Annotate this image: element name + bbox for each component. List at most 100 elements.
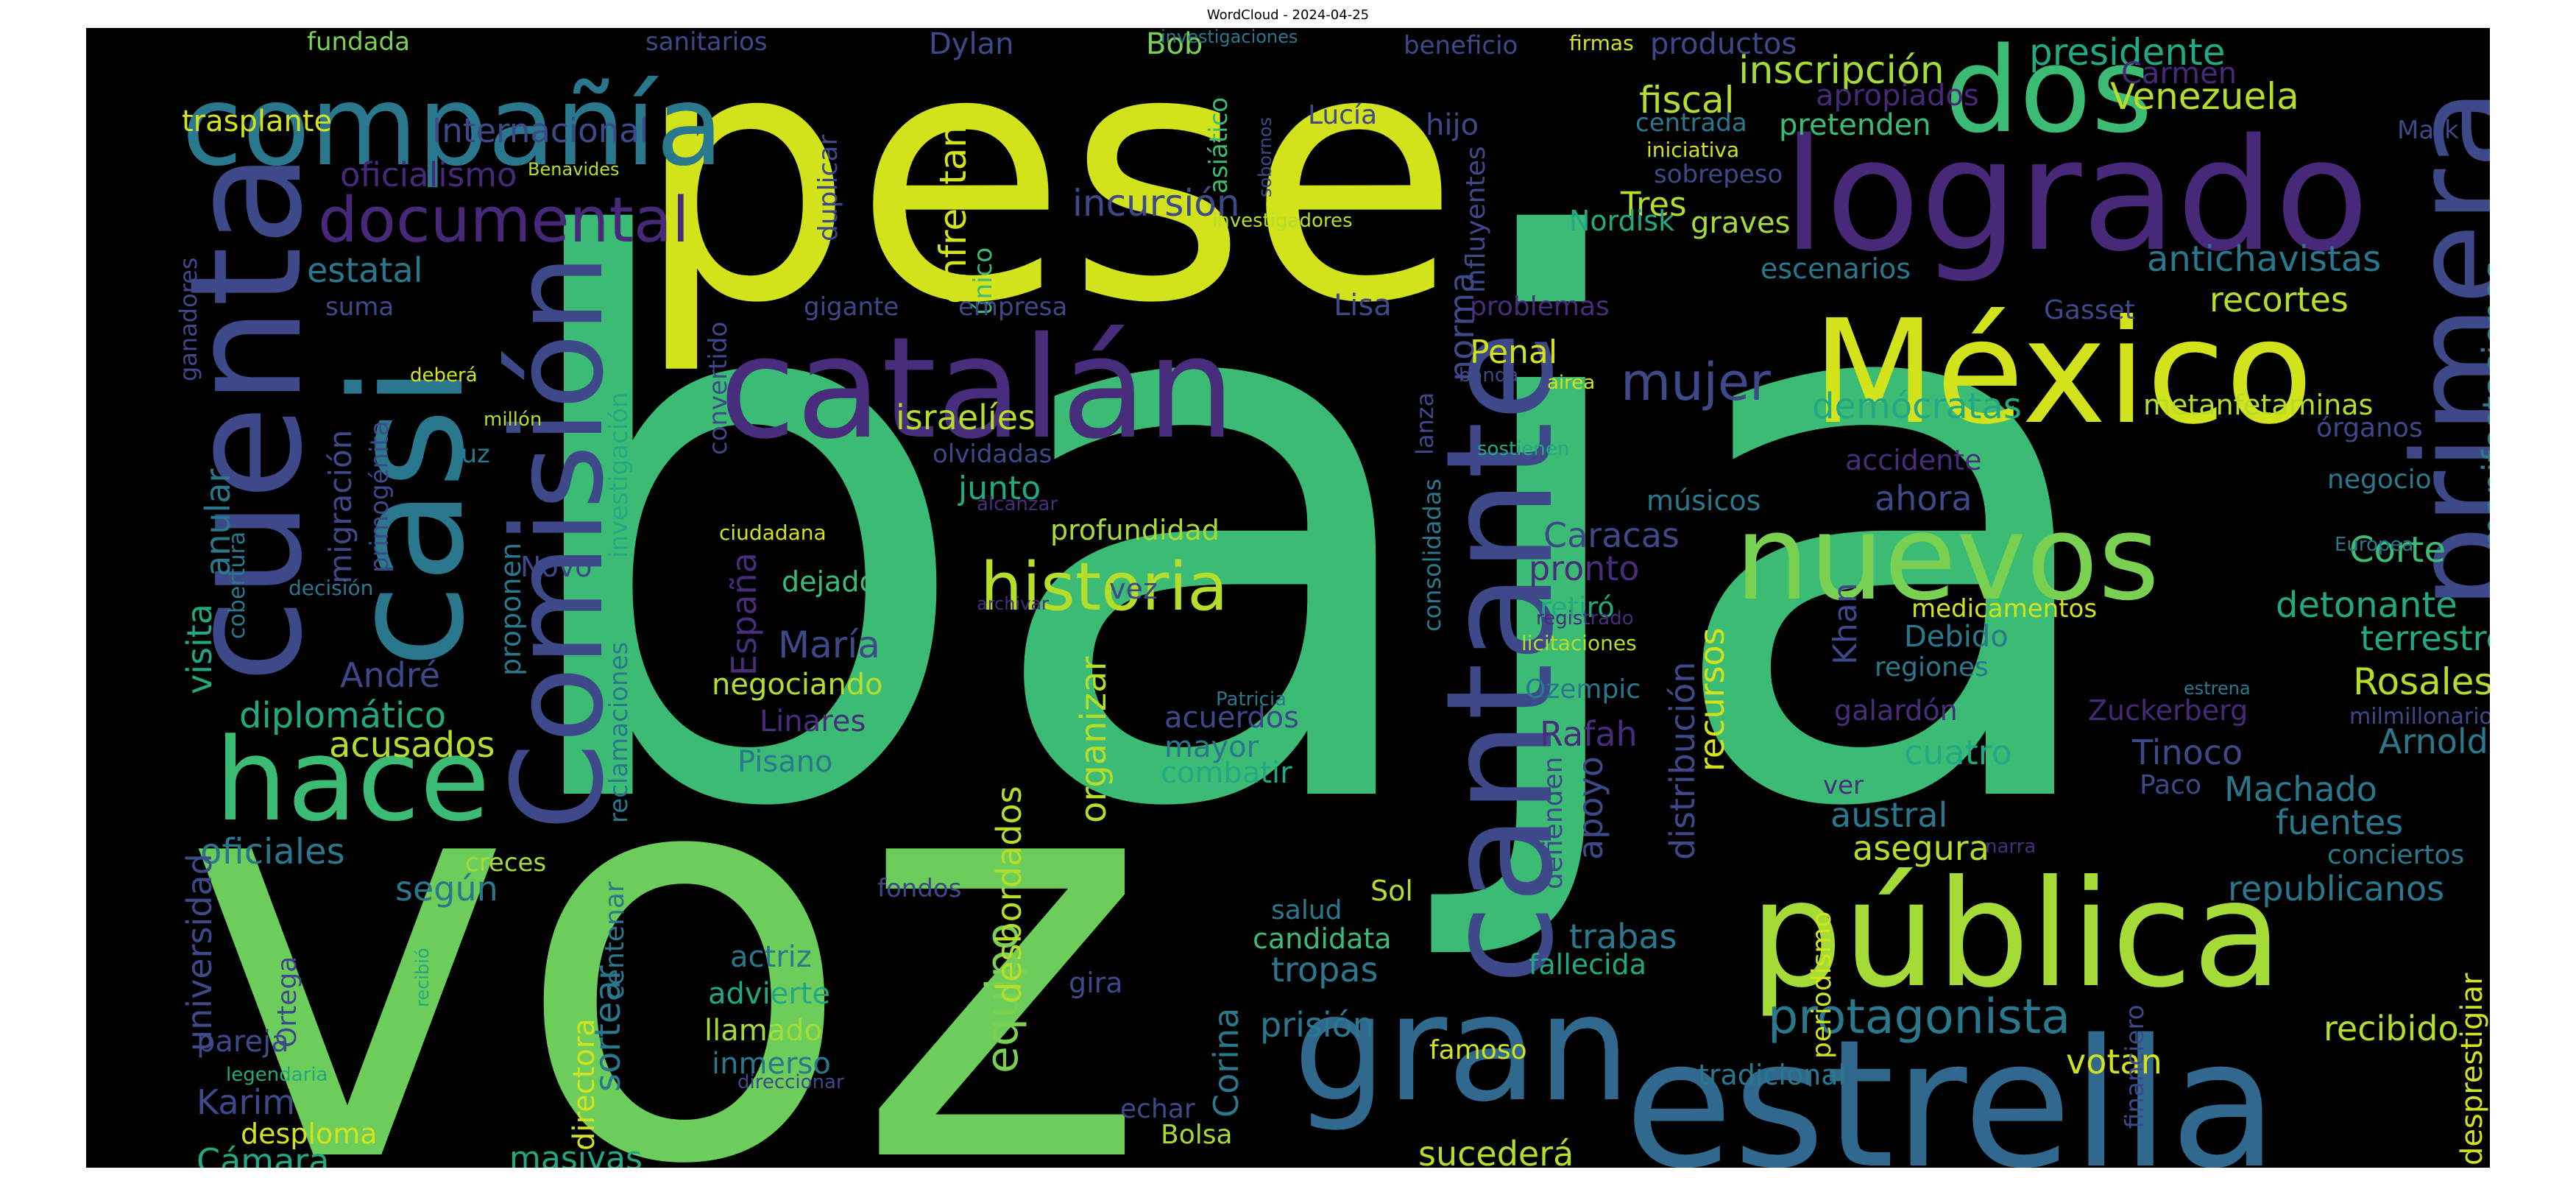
word-43: pretenden	[1779, 108, 1931, 142]
word-165: investigación	[604, 392, 634, 558]
word-53: estatal	[307, 250, 423, 290]
word-5: compañía	[182, 63, 723, 191]
word-35: firmas	[1569, 31, 1634, 55]
word-58: empresa	[958, 292, 1067, 322]
word-83: medicamentos	[1911, 594, 2097, 624]
word-50: Nordisk	[1569, 205, 1674, 237]
word-102: Patricia	[1216, 688, 1287, 710]
word-76: músicos	[1646, 484, 1761, 517]
word-104: Rafah	[1540, 714, 1638, 754]
word-175: Novo	[520, 551, 592, 583]
word-18: documental	[318, 184, 690, 257]
word-138: recibido	[2324, 1009, 2459, 1048]
word-182: airea	[1547, 372, 1595, 394]
word-154: cobertura	[224, 532, 250, 639]
word-45: iniciativa	[1646, 138, 1739, 162]
word-131: direccionar	[737, 1071, 844, 1093]
word-141: Karim	[197, 1082, 295, 1122]
word-183: sostienen	[1477, 438, 1569, 460]
word-21: equipo	[977, 923, 1028, 1074]
word-180: consolidadas	[1418, 479, 1446, 632]
word-184: registrado	[1536, 607, 1634, 629]
word-197: narra	[1985, 836, 2036, 858]
word-129: llamado	[704, 1014, 822, 1048]
word-140: legendaria	[226, 1064, 328, 1086]
word-11: México	[1812, 289, 2313, 456]
word-55: enfrentan	[932, 124, 974, 304]
word-27: oficialismo	[340, 155, 517, 194]
word-90: diplomático	[239, 695, 446, 736]
word-62: antichavistas	[2147, 239, 2381, 280]
word-171: millón	[484, 409, 542, 431]
word-177: alcanzar	[977, 493, 1058, 515]
word-78: Corte	[2349, 529, 2446, 571]
word-41: hijo	[1426, 108, 1479, 142]
word-82: retiró	[1540, 591, 1615, 624]
word-128: advierte	[708, 977, 830, 1011]
word-9: logrado	[1783, 105, 2369, 286]
word-162: influyentes	[1461, 146, 1491, 293]
word-112: fuentes	[2276, 803, 2403, 842]
word-107: estrena	[2184, 678, 2251, 699]
word-115: asegura	[1853, 828, 1989, 868]
word-69: órganos	[2316, 413, 2423, 443]
word-71: olvidadas	[933, 440, 1052, 469]
word-70: israelíes	[896, 398, 1036, 437]
word-188: apoyo	[1571, 756, 1610, 860]
word-37: Carmen	[2121, 57, 2237, 91]
word-100: mayor	[1164, 730, 1259, 764]
word-166: reclamaciones	[604, 642, 634, 823]
word-86: dejado	[782, 565, 877, 598]
word-23: inscripción	[1738, 49, 1945, 93]
word-125: fallecida	[1529, 948, 1646, 981]
word-31: Dylan	[929, 28, 1013, 61]
word-20: protagonista	[1768, 990, 2070, 1045]
word-110: Paco	[2140, 770, 2201, 800]
word-114: austral	[1830, 795, 1947, 835]
word-77: Caracas	[1543, 515, 1680, 555]
word-47: sobrepeso	[1654, 160, 1783, 189]
word-133: tropas	[1271, 950, 1378, 990]
word-103: Ozempic	[1525, 674, 1641, 705]
word-99: acuerdos	[1164, 701, 1299, 735]
word-113: ver	[1823, 771, 1864, 800]
word-32: Bob	[1146, 28, 1203, 61]
word-192: desbordados	[989, 786, 1029, 1004]
word-34: beneficio	[1404, 31, 1518, 60]
word-187: recursos	[1692, 627, 1732, 772]
word-74: ahora	[1875, 479, 1972, 518]
word-130: inmerso	[712, 1047, 831, 1081]
word-185: licitaciones	[1521, 631, 1637, 655]
word-142: desploma	[241, 1118, 378, 1150]
word-4: casi	[318, 365, 498, 669]
word-167: centenar	[600, 881, 630, 1000]
word-0: baja	[495, 87, 2123, 974]
word-16: estrella	[1624, 1001, 2278, 1168]
word-81: pronto	[1529, 549, 1640, 588]
word-73: accidente	[1845, 444, 1982, 476]
word-163: norma	[1442, 272, 1482, 381]
word-144: masivas	[509, 1140, 643, 1168]
word-156: migración	[322, 430, 358, 584]
word-191: organizar	[1073, 656, 1114, 823]
word-52: investigadores	[1212, 210, 1353, 232]
word-2: pese	[634, 28, 1460, 378]
word-170: deberá	[410, 364, 478, 387]
word-19: historia	[980, 549, 1228, 626]
word-cloud-background	[86, 28, 2490, 1168]
word-193: sortear	[587, 965, 629, 1092]
word-136: tradicional	[1698, 1059, 1846, 1091]
word-159: duplicar	[813, 135, 843, 241]
word-117: oficiales	[200, 831, 345, 872]
word-174: decisión	[289, 576, 373, 600]
word-147: echar	[1120, 1094, 1195, 1124]
word-84: detonante	[2276, 585, 2458, 626]
word-118: según	[395, 869, 498, 909]
word-36: productos	[1650, 28, 1797, 61]
word-65: manifestaciones	[2475, 261, 2490, 551]
word-48: incursión	[1072, 182, 1240, 225]
word-1: voz	[182, 636, 1149, 1168]
word-139: pareja	[197, 1025, 289, 1059]
word-143: Cámara	[197, 1141, 329, 1168]
word-198: financiero	[2120, 1005, 2150, 1129]
